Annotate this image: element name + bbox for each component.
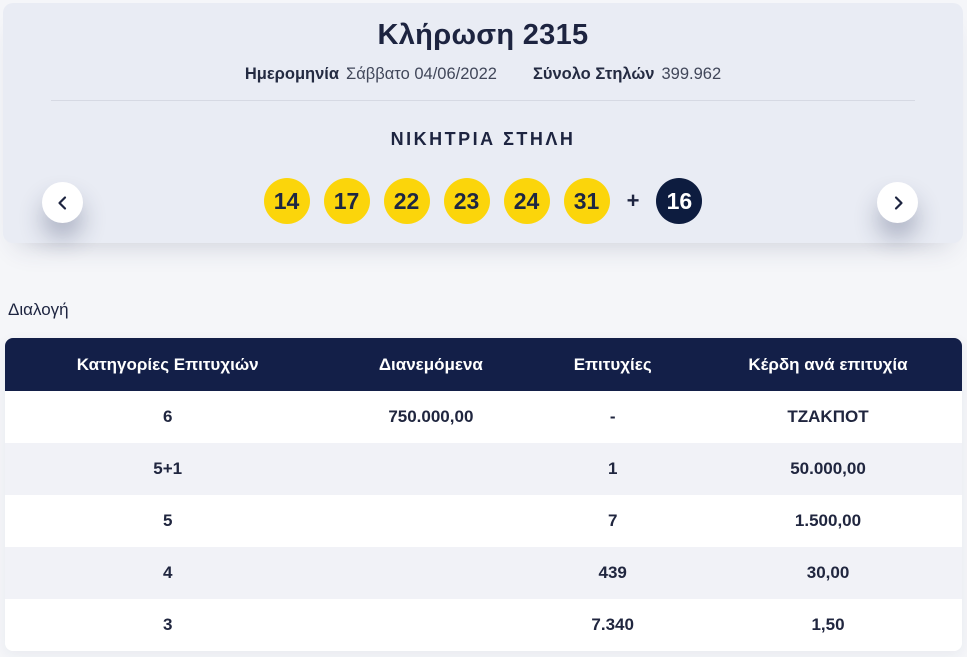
table-cell: 439 — [598, 563, 627, 582]
table-header-cell: Επιτυχίες — [573, 354, 652, 374]
table-cell: 30,00 — [806, 563, 850, 582]
table-cell: 750.000,00 — [388, 407, 474, 426]
table-header-cell: Κατηγορίες Επιτυχιών — [76, 354, 259, 374]
table-header-cell: Διανεμόμενα — [378, 354, 483, 374]
bonus-number-ball: 16 — [656, 178, 703, 224]
date-value: Σάββατο 04/06/2022 — [346, 65, 497, 83]
number-ball: 23 — [443, 178, 490, 224]
table-body: 6 750.000,00 - ΤΖΑΚΠΟΤ 5+1 1 50.000,00 5 7 1.500,… — [5, 391, 962, 651]
draw-header-card: Κλήρωση 2315 Ημερομηνία Σάββατο 04/06/202… — [3, 3, 963, 243]
table-cell: 7 — [607, 511, 618, 530]
chevron-right-icon — [889, 194, 907, 212]
table-row: 6 750.000,00 - ΤΖΑΚΠΟΤ — [5, 391, 962, 443]
table-cell: 6 — [162, 407, 173, 426]
winning-column-title: ΝΙΚΗΤΡΙΑ ΣΤΗΛΗ — [390, 129, 576, 149]
number-ball: 22 — [383, 178, 430, 224]
plus-sign: + — [626, 188, 640, 213]
table-cell: 5 — [162, 511, 173, 530]
next-draw-button[interactable] — [877, 182, 918, 223]
draw-meta: Ημερομηνία Σάββατο 04/06/2022 Σύνολο Στηλ… — [3, 65, 963, 84]
table-row: 3 7.340 1,50 — [5, 599, 962, 651]
table-cell: 5+1 — [153, 459, 183, 478]
table-header-row: Κατηγορίες Επιτυχιών Διανεμόμενα Επιτυχίες… — [5, 338, 962, 391]
number-ball: 24 — [503, 178, 550, 224]
results-table: Κατηγορίες Επιτυχιών Διανεμόμενα Επιτυχίες… — [5, 338, 962, 651]
table-header-cell: Κέρδη ανά επιτυχία — [748, 354, 908, 374]
header-divider — [51, 100, 915, 101]
page-title: Κλήρωση 2315 — [377, 19, 589, 51]
table-cell: 3 — [162, 615, 173, 634]
number-ball: 31 — [563, 178, 610, 224]
total-columns: Σύνολο Στηλών 399.962 — [533, 65, 721, 84]
table-cell: 1 — [607, 459, 618, 478]
columns-label: Σύνολο Στηλών — [532, 65, 655, 83]
table-cell: 7.340 — [591, 615, 634, 634]
number-ball: 17 — [323, 178, 370, 224]
table-cell: 50.000,00 — [790, 459, 866, 478]
columns-value: 399.962 — [661, 65, 722, 83]
section-title: Διαλογή — [8, 300, 69, 319]
table-row: 5 7 1.500,00 — [5, 495, 962, 547]
table-cell: 1.500,00 — [794, 511, 862, 530]
draw-date: Ημερομηνία Σάββατο 04/06/2022 — [245, 65, 497, 84]
table-cell: ΤΖΑΚΠΟΤ — [787, 407, 869, 426]
table-cell: - — [609, 407, 616, 426]
previous-draw-button[interactable] — [42, 182, 83, 223]
table-cell: 4 — [162, 563, 173, 582]
table-row: 4 439 30,00 — [5, 547, 962, 599]
table-row: 5+1 1 50.000,00 — [5, 443, 962, 495]
date-label: Ημερομηνία — [244, 65, 340, 83]
chevron-left-icon — [54, 194, 72, 212]
number-ball: 14 — [263, 178, 310, 224]
winning-numbers: 14 17 22 23 24 31 +16 — [3, 178, 963, 224]
table-cell: 1,50 — [811, 615, 845, 634]
